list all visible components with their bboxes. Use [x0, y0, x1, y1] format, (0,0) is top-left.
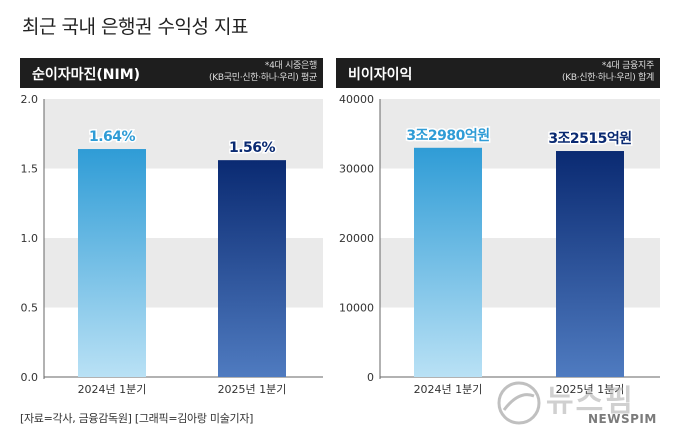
nonint-data-label-1: 3조2980억원: [406, 128, 489, 144]
nim-ytick-label: 1.0: [21, 232, 39, 245]
nonint-ytick-label: 40000: [339, 93, 374, 106]
nonint-panel-title: 비이자이익: [348, 67, 413, 83]
nim-note-line1: *4대 시중은행: [264, 61, 317, 71]
nim-bar-2: [218, 160, 286, 377]
nonint-note-line2: (KB·신한·하나·우리) 합계: [562, 73, 654, 83]
nonint-note-line1: *4대 금융지주: [601, 61, 654, 71]
nim-note-line2: (KB국민·신한·하나·우리) 평균: [209, 73, 317, 83]
watermark-sub: NEWSPIM: [588, 412, 657, 426]
nonint-ytick-label: 30000: [339, 163, 374, 176]
nonint-ytick-label: 10000: [339, 302, 374, 315]
newspim-watermark: 뉴스핌 NEWSPIM: [496, 376, 666, 432]
nim-bar-1: [78, 149, 146, 377]
nonint-data-label-2: 3조2515억원: [548, 131, 631, 147]
globe-logo-icon: [497, 381, 541, 425]
nim-ytick-label: 1.5: [21, 163, 39, 176]
nim-category-label-2: 2025년 1분기: [218, 383, 287, 396]
nonint-bar-2: [556, 151, 624, 377]
nonint-bar-1: [414, 147, 482, 377]
nim-data-label-2: 1.56%: [229, 140, 276, 156]
nim-panel-note: *4대 시중은행 (KB국민·신한·하나·우리) 평균: [209, 60, 317, 84]
nim-category-label-1: 2024년 1분기: [78, 383, 147, 396]
nim-ytick-label: 2.0: [21, 93, 39, 106]
nim-ytick-label: 0.5: [21, 302, 39, 315]
nonint-panel-header: 비이자이익 *4대 금융지주 (KB·신한·하나·우리) 합계: [336, 58, 660, 88]
nonint-panel-note: *4대 금융지주 (KB·신한·하나·우리) 합계: [562, 60, 654, 84]
nonint-ytick-label: 0: [367, 371, 374, 384]
nim-panel-title: 순이자마진(NIM): [32, 67, 141, 83]
nonint-category-label-2: 2025년 1분기: [556, 383, 625, 396]
nim-data-label-1: 1.64%: [89, 129, 136, 145]
nonint-category-label-1: 2024년 1분기: [414, 383, 483, 396]
watermark-text: 뉴스핌: [546, 384, 635, 419]
nonint-ytick-label: 20000: [339, 232, 374, 245]
page-title: 최근 국내 은행권 수익성 지표: [22, 16, 248, 38]
source-caption: [자료=각사, 금융감독원] [그래픽=김아랑 미술기자]: [20, 412, 254, 425]
nim-panel-header: 순이자마진(NIM) *4대 시중은행 (KB국민·신한·하나·우리) 평균: [20, 58, 323, 88]
nim-ytick-label: 0.0: [21, 371, 39, 384]
